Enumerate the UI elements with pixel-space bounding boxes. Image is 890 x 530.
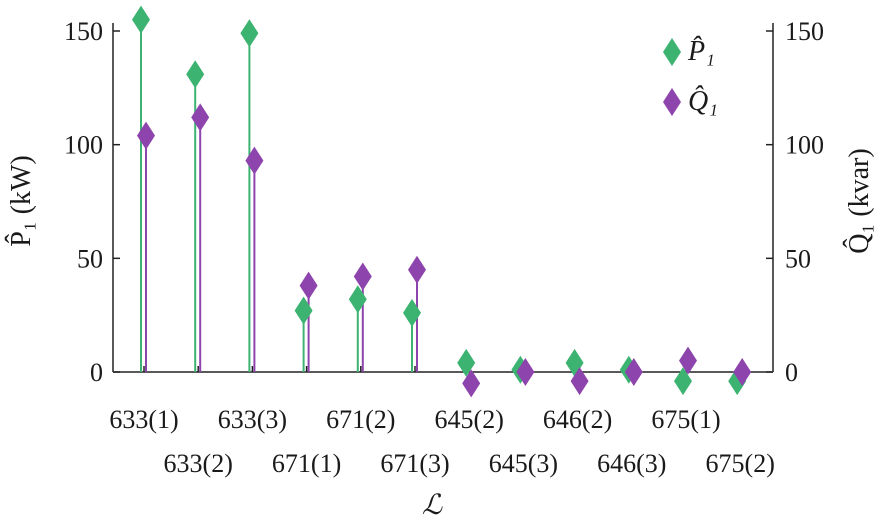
marker-q1-633(2) [191,103,210,132]
marker-q1-671(3) [408,255,426,284]
legend-marker-q1 [663,88,681,116]
right-tick-label-150: 150 [785,17,824,46]
right-tick-label-0: 0 [785,358,798,387]
marker-p1-633(2) [186,60,205,89]
marker-q1-671(1) [299,271,318,300]
legend: P̂₁ Q̂₁ [663,36,718,117]
legend-label-p1: P̂₁ [687,36,715,67]
x-tick-label-675(1): 675(1) [651,405,720,434]
y-axis-label-right: Q̂₁ (kvar) [843,148,875,253]
legend-marker-p1 [663,38,681,66]
marker-q1-646(2) [570,367,589,396]
right-tick-label-50: 50 [785,244,811,273]
x-tick-label-646(2): 646(2) [543,405,612,434]
legend-label-q1: Q̂₁ [688,86,718,117]
left-tick-label-0: 0 [90,358,103,387]
marker-q1-633(3) [245,146,264,175]
x-tick-label-646(3): 646(3) [597,449,666,478]
x-tick-label-645(2): 645(2) [435,405,504,434]
marker-p1-671(1) [294,296,313,325]
marker-q1-675(1) [679,346,697,375]
x-tick-label-633(3): 633(3) [218,405,287,434]
left-tick-label-150: 150 [64,17,103,46]
marker-q1-645(3) [516,358,535,386]
marker-p1-671(3) [403,298,421,327]
y-axis-label-left: P̂₁ (kW) [6,155,37,246]
right-y-axis: 0 50 100 150 [766,17,824,387]
marker-q1-633(1) [137,121,155,150]
x-tick-label-633(1): 633(1) [109,405,178,434]
marker-p1-671(2) [348,285,367,314]
x-tick-label-671(1): 671(1) [272,449,341,478]
x-axis: 633(1) 633(2) 633(3) 671(1) 671(2) 671(3) 645(… [109,366,775,478]
right-ticks: 0 50 100 150 [766,17,824,387]
x-tick-label-671(3): 671(3) [380,449,449,478]
marker-p1-633(3) [240,19,259,48]
left-tick-label-100: 100 [64,131,103,160]
x-axis-label: ℒ [422,490,443,521]
right-tick-label-100: 100 [785,131,824,160]
marker-q1-675(2) [733,358,752,386]
left-ticks: 0 50 100 150 [64,17,120,387]
markers [132,5,752,398]
marker-p1-645(2) [457,348,476,377]
x-tick-label-633(2): 633(2) [164,449,233,478]
x-ticks: 633(1) 633(2) 633(3) 671(1) 671(2) 671(3) 645(… [109,366,775,478]
marker-q1-645(2) [462,369,481,398]
x-tick-label-645(3): 645(3) [489,449,558,478]
left-tick-label-50: 50 [77,244,103,273]
x-tick-label-671(2): 671(2) [326,405,395,434]
marker-q1-646(3) [624,358,643,386]
x-tick-label-675(2): 675(2) [706,449,775,478]
left-y-axis: 0 50 100 150 [64,17,120,387]
marker-q1-671(2) [353,262,372,291]
marker-p1-675(1) [674,367,692,396]
marker-p1-633(1) [132,5,150,34]
